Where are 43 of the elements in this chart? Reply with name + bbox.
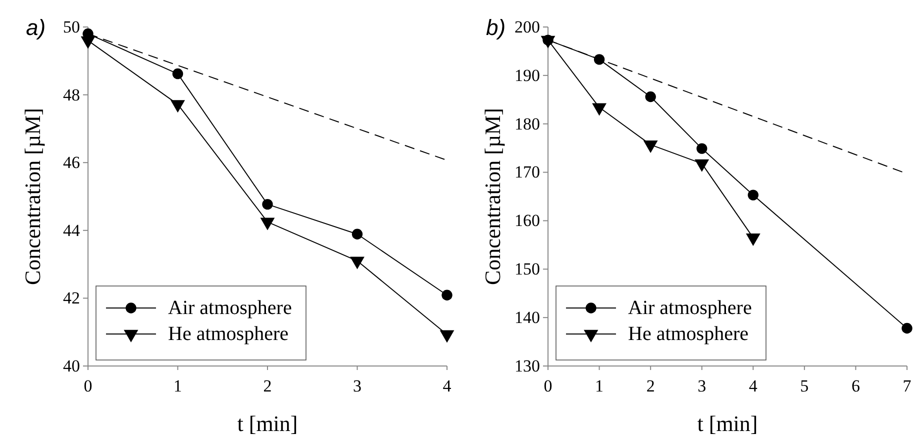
point bbox=[172, 68, 184, 80]
y-tick-label: 40 bbox=[63, 356, 80, 376]
y-tick-label: 42 bbox=[63, 288, 80, 308]
x-axis-title: t [min] bbox=[237, 411, 298, 436]
x-tick-label: 2 bbox=[646, 376, 655, 396]
legend-label: Air atmosphere bbox=[168, 297, 292, 319]
x-tick-label: 1 bbox=[595, 376, 604, 396]
y-tick-label: 170 bbox=[514, 162, 540, 182]
x-tick-label: 4 bbox=[748, 376, 758, 396]
point bbox=[352, 228, 363, 240]
y-tick-label: 50 bbox=[63, 17, 80, 36]
y-tick-label: 130 bbox=[514, 356, 540, 376]
y-tick-label: 44 bbox=[63, 220, 80, 240]
y-tick-label: 140 bbox=[514, 308, 540, 328]
point bbox=[350, 256, 364, 270]
x-axis-title: t [min] bbox=[697, 411, 758, 436]
y-tick-label: 200 bbox=[514, 17, 540, 36]
point bbox=[262, 198, 273, 210]
point bbox=[260, 218, 275, 230]
y-axis-title: Concentration [µM] bbox=[20, 108, 45, 286]
y-tick-label: 46 bbox=[63, 153, 80, 172]
chart-title: a) bbox=[26, 15, 46, 40]
x-tick-label: 0 bbox=[544, 376, 552, 396]
legend-label: He atmosphere bbox=[168, 323, 289, 345]
x-tick-label: 0 bbox=[84, 376, 92, 396]
x-tick-label: 3 bbox=[353, 376, 362, 396]
x-tick-label: 2 bbox=[263, 376, 272, 396]
x-tick-label: 7 bbox=[902, 376, 912, 396]
legend-label: Air atmosphere bbox=[628, 297, 752, 319]
y-tick-label: 190 bbox=[514, 66, 540, 85]
y-tick-label: 180 bbox=[514, 114, 540, 134]
y-tick-label: 160 bbox=[514, 211, 540, 230]
legend-label: He atmosphere bbox=[628, 323, 749, 345]
x-tick-label: 6 bbox=[851, 376, 860, 396]
chart-title: b) bbox=[486, 15, 506, 40]
y-tick-label: 48 bbox=[63, 85, 80, 104]
point bbox=[440, 330, 454, 343]
x-tick-label: 5 bbox=[800, 376, 809, 396]
x-tick-label: 3 bbox=[698, 376, 706, 396]
x-tick-label: 1 bbox=[174, 376, 182, 396]
x-tick-label: 4 bbox=[442, 376, 452, 396]
y-axis-title: Concentration [µM] bbox=[480, 108, 505, 286]
y-tick-label: 150 bbox=[514, 260, 540, 279]
